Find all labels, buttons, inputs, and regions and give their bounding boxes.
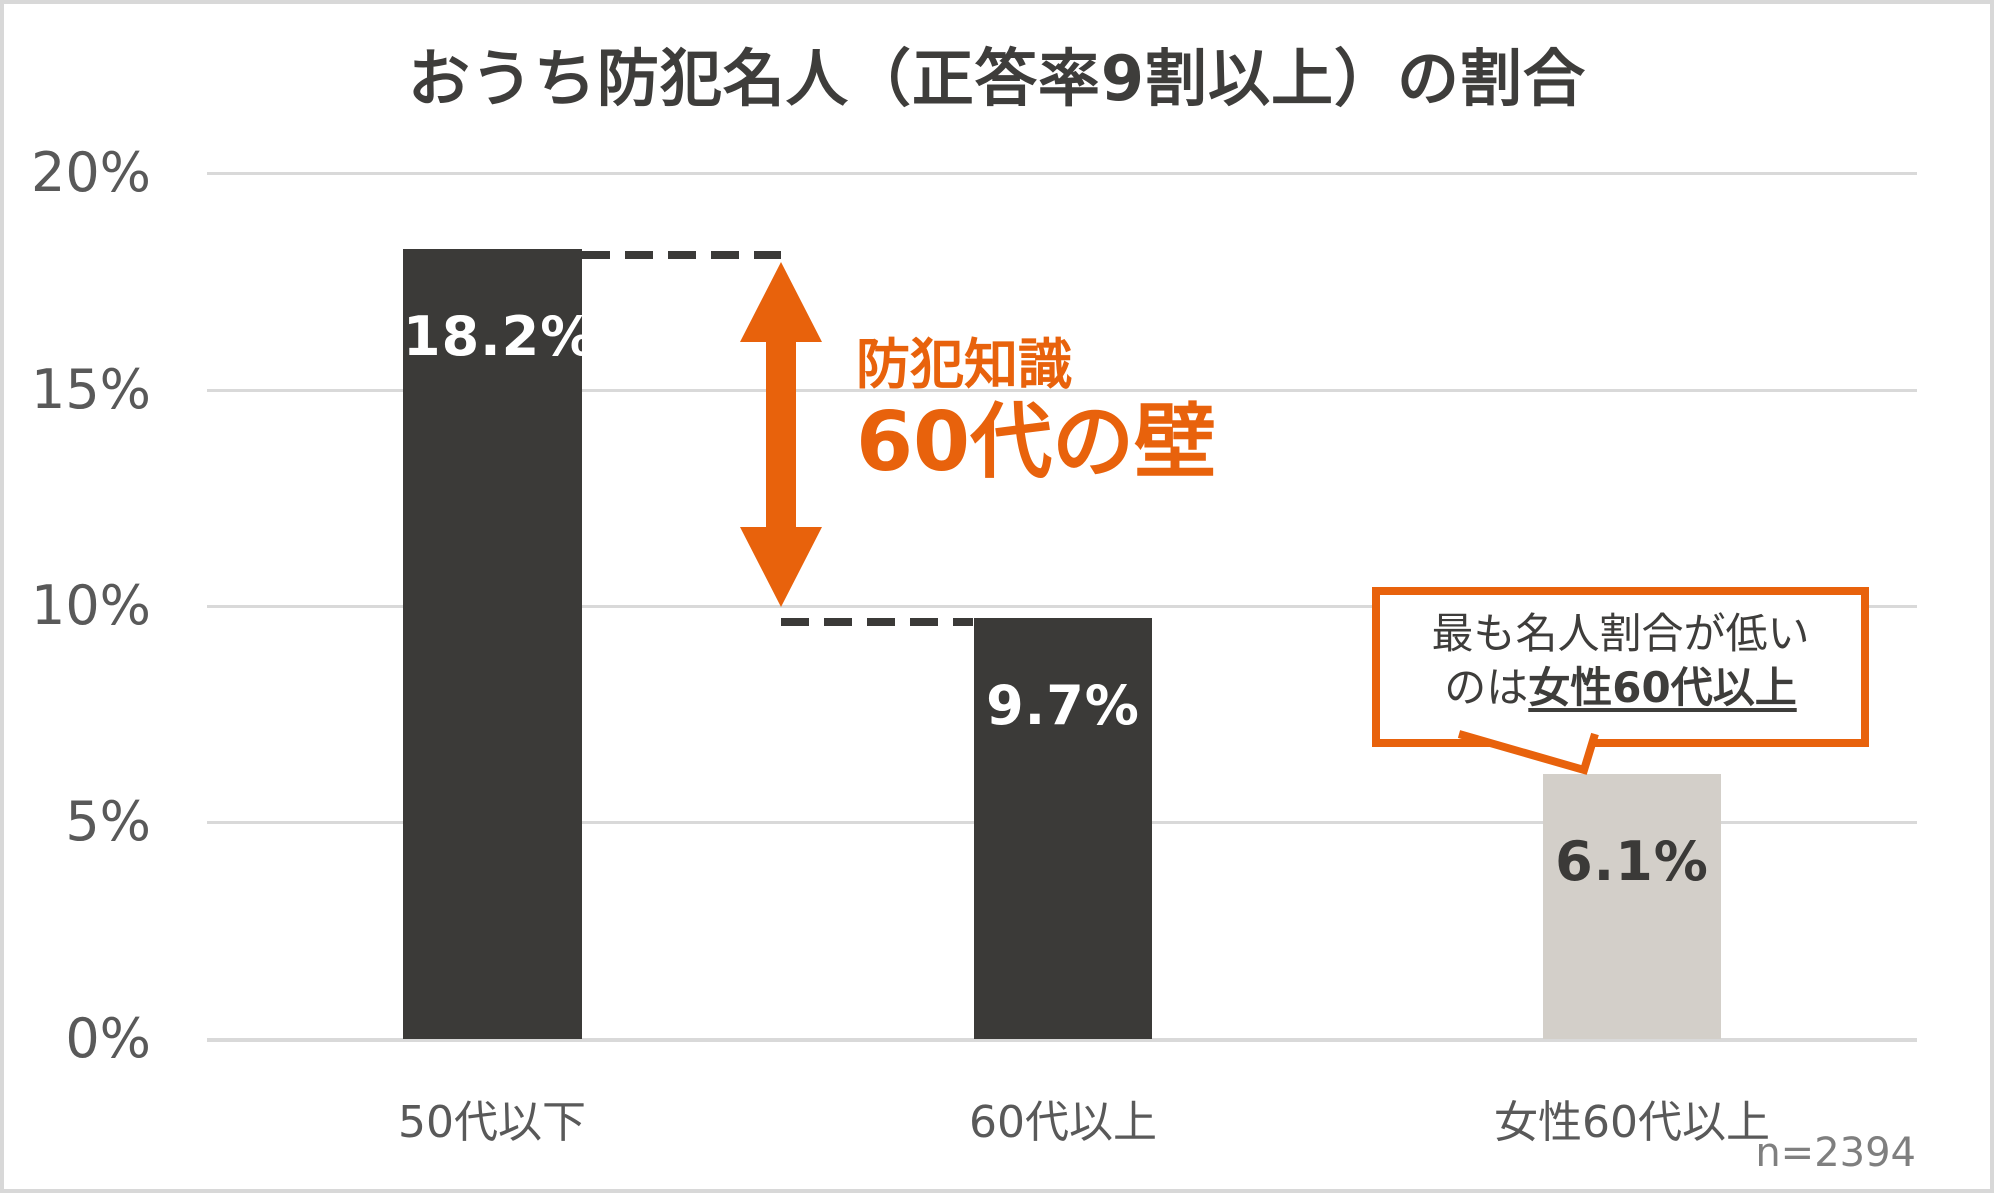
lowest-group-callout: 最も名人割合が低い のは女性60代以上: [1372, 587, 1869, 747]
gap-annotation-line2: 60代の壁: [856, 395, 1217, 490]
bar-female-60s-over: 6.1%: [1543, 774, 1721, 1039]
callout-tail: [1457, 730, 1599, 775]
bar-value-label: 6.1%: [1555, 830, 1709, 893]
gap-annotation: 防犯知識 60代の壁: [856, 334, 1216, 490]
ytick-10: 10%: [30, 574, 151, 637]
bar-60s-over: 9.7%: [974, 618, 1152, 1039]
xtick-50s-under: 50代以下: [398, 1097, 586, 1148]
chart-title: おうち防犯名人（正答率9割以上）の割合: [407, 42, 1587, 115]
callout-line2: のは女性60代以上: [1380, 661, 1861, 715]
xtick-60s-over: 60代以上: [969, 1097, 1157, 1148]
sample-size-note: n=2394: [1755, 1130, 1916, 1176]
bar-value-label: 9.7%: [986, 674, 1140, 737]
bar-50s-under: 18.2%: [403, 249, 596, 1039]
x-axis-baseline: [207, 1038, 1917, 1042]
dashed-line-bottom: [781, 618, 973, 626]
callout-line2-prefix: のは: [1444, 663, 1529, 712]
gap-annotation-line1: 防犯知識: [856, 333, 1072, 396]
ytick-0: 0%: [65, 1007, 151, 1070]
gridline-15: [207, 389, 1917, 392]
ytick-5: 5%: [65, 790, 151, 853]
xtick-female-60s-over: 女性60代以上: [1494, 1097, 1770, 1148]
gridline-10: [207, 605, 1917, 608]
ytick-20: 20%: [30, 141, 151, 204]
callout-line1: 最も名人割合が低い: [1431, 609, 1810, 658]
gap-double-arrow-icon: [740, 262, 822, 607]
dashed-line-top: [582, 251, 781, 259]
gridline-20: [207, 172, 1917, 175]
ytick-15: 15%: [30, 358, 151, 421]
callout-line2-emphasis: 女性60代以上: [1528, 663, 1797, 712]
bar-value-label: 18.2%: [403, 305, 596, 368]
